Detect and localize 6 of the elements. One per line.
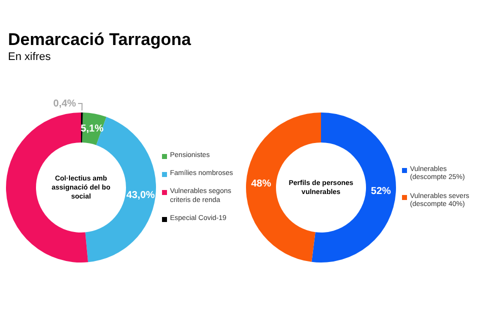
chart-title: Demarcació Tarragona bbox=[8, 30, 191, 50]
chart-subtitle: En xifres bbox=[8, 51, 52, 63]
data-label: 43,0% bbox=[126, 190, 155, 201]
data-label: 48% bbox=[251, 178, 272, 190]
data-label: 52% bbox=[370, 186, 391, 198]
data-label: 0,4% bbox=[53, 98, 76, 110]
